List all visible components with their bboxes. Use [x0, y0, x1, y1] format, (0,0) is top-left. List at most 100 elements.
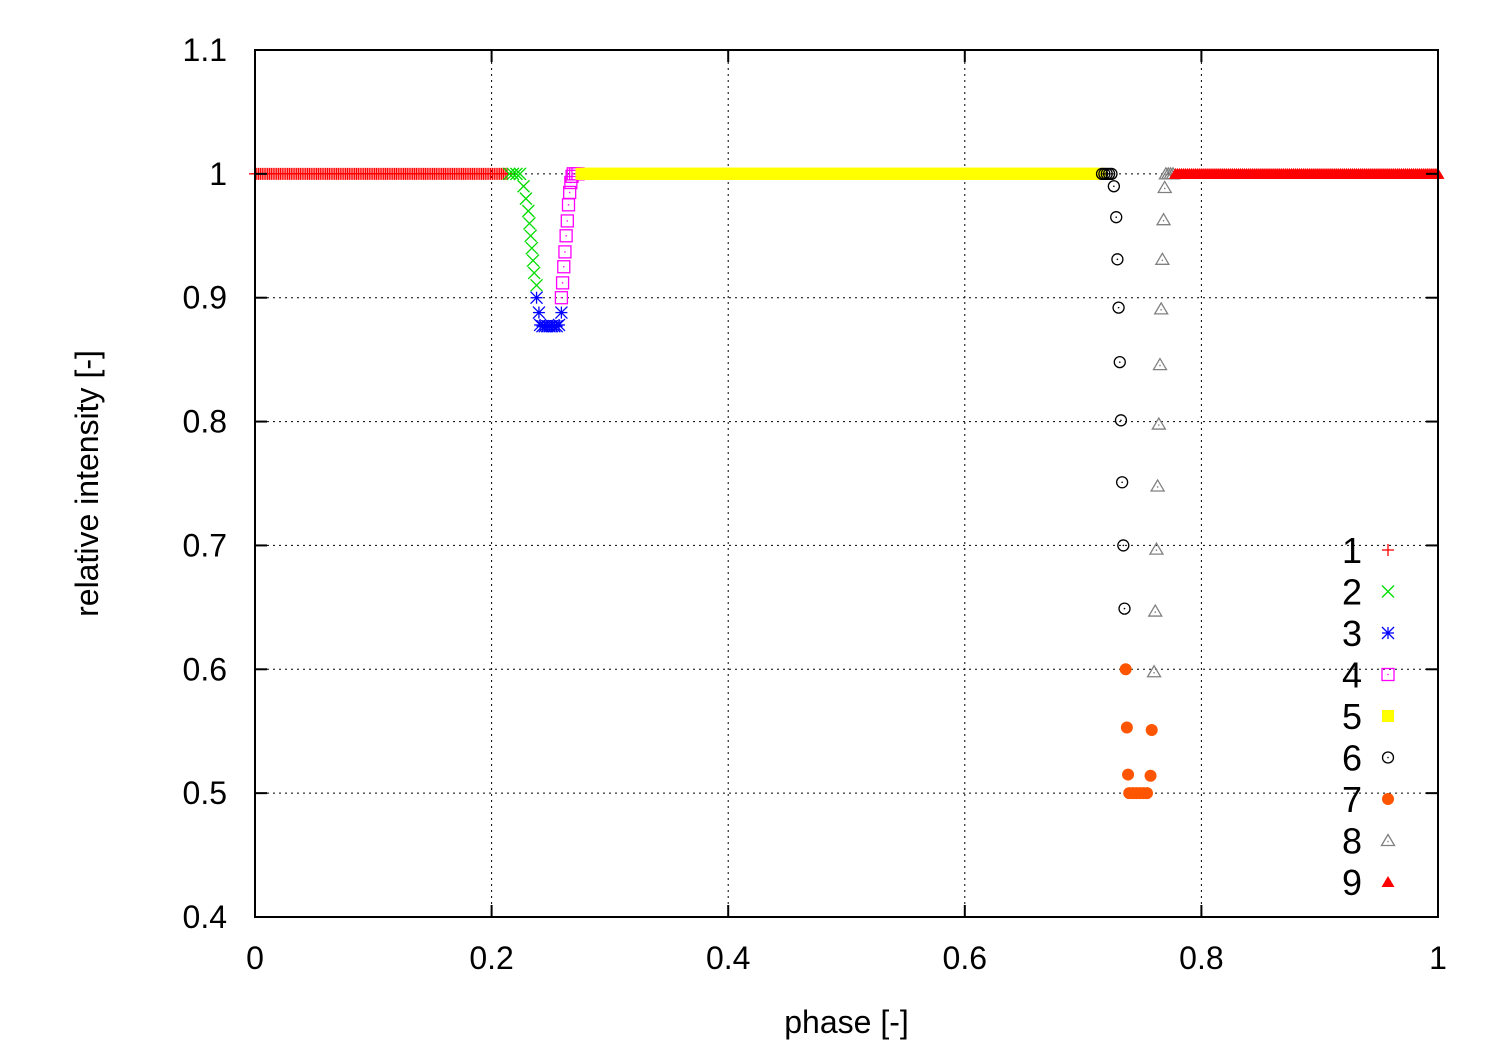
- data-point: [1148, 541, 1165, 555]
- data-point: [1114, 414, 1128, 427]
- x-tick-label: 1: [1429, 940, 1447, 976]
- data-points: [249, 166, 1445, 800]
- data-point: [1144, 769, 1157, 782]
- data-point: [561, 198, 576, 212]
- data-point: [559, 229, 573, 243]
- plot-frame: [254, 49, 1439, 918]
- grid-lines: [255, 50, 1438, 917]
- x-tick-label: 0: [246, 940, 264, 976]
- x-tick-label: 0.2: [469, 940, 513, 976]
- legend-label: 5: [1342, 696, 1362, 737]
- legend-marker: [1382, 544, 1394, 556]
- data-point: [1146, 664, 1162, 678]
- legend-item-2: 2: [1342, 572, 1395, 613]
- data-point: [1107, 180, 1121, 193]
- y-tick-label: 1: [209, 156, 227, 192]
- data-point: [552, 318, 566, 332]
- legend-marker: [1381, 626, 1395, 640]
- data-point: [500, 167, 513, 180]
- x-axis-title: phase [-]: [784, 1004, 909, 1040]
- series-5: [575, 167, 1106, 180]
- data-point: [522, 216, 536, 230]
- data-point: [1115, 476, 1129, 489]
- y-tick-label: 0.5: [183, 775, 227, 811]
- legend-marker: [1382, 710, 1394, 722]
- data-point: [1153, 301, 1169, 315]
- x-tick-label: 0.8: [1179, 940, 1223, 976]
- series-4: [554, 167, 585, 305]
- data-point: [530, 291, 544, 305]
- x-tick-label: 0.4: [706, 940, 750, 976]
- legend-item-9: 9: [1342, 862, 1395, 903]
- data-point: [1147, 603, 1163, 617]
- legend-item-6: 6: [1342, 738, 1395, 779]
- legend-label: 3: [1342, 613, 1362, 654]
- data-point: [513, 167, 527, 181]
- legend-marker: [1381, 667, 1395, 682]
- series-9: [1168, 167, 1445, 179]
- data-point: [1151, 416, 1167, 430]
- data-point: [557, 260, 571, 274]
- legend-item-8: 8: [1342, 821, 1396, 862]
- legend-label: 6: [1342, 738, 1362, 779]
- data-point: [530, 278, 544, 292]
- y-axis-title: relative intensity [-]: [69, 350, 105, 617]
- y-tick-label: 0.7: [183, 527, 227, 563]
- data-point: [554, 291, 569, 305]
- data-point: [1110, 211, 1123, 224]
- y-tick-label: 0.8: [183, 404, 227, 440]
- data-point: [525, 241, 539, 255]
- data-point: [524, 229, 538, 243]
- data-point: [1140, 787, 1153, 800]
- data-point: [1117, 539, 1130, 552]
- data-point: [526, 254, 540, 268]
- data-point: [1155, 212, 1172, 226]
- y-tick-label: 0.4: [183, 899, 227, 935]
- data-point: [554, 306, 568, 320]
- data-point: [1145, 723, 1158, 736]
- data-point: [532, 306, 546, 320]
- legend-item-7: 7: [1342, 779, 1394, 820]
- series-1: [249, 167, 513, 180]
- y-tick-label: 1.1: [183, 32, 227, 68]
- legend-item-1: 1: [1342, 530, 1394, 571]
- data-point: [558, 245, 572, 259]
- data-point: [1157, 180, 1173, 194]
- data-point: [1111, 253, 1124, 266]
- legend-label: 2: [1342, 572, 1362, 613]
- series-6: [1095, 167, 1131, 615]
- legend-item-4: 4: [1342, 655, 1395, 696]
- legend-marker: [1380, 833, 1396, 847]
- legend-marker: [1381, 585, 1395, 598]
- data-point: [1152, 357, 1168, 371]
- data-point: [1112, 301, 1125, 314]
- series-7: [1119, 663, 1158, 800]
- series-3: [530, 291, 568, 333]
- data-point: [519, 192, 533, 206]
- axis-ticks: 0 0.2 0.4 0.6 0.8 1 0.4 0.5 0.6 0.7 0.8 0.9 1 1.1: [183, 32, 1447, 976]
- data-point: [517, 179, 531, 193]
- series-2: [502, 167, 544, 292]
- legend-label: 1: [1342, 530, 1362, 571]
- data-point: [1122, 768, 1135, 781]
- data-point: [527, 266, 541, 280]
- y-tick-label: 0.9: [183, 280, 227, 316]
- legend-label: 7: [1342, 779, 1362, 820]
- data-point: [560, 214, 574, 228]
- data-point: [563, 185, 577, 200]
- data-point: [1113, 355, 1126, 369]
- data-point: [1154, 252, 1171, 265]
- data-point: [1118, 602, 1131, 615]
- legend-label: 4: [1342, 655, 1362, 696]
- data-point: [1105, 167, 1118, 181]
- data-point: [521, 204, 535, 218]
- legend-marker: [1382, 793, 1394, 805]
- data-point: [555, 276, 570, 290]
- legend-label: 8: [1342, 821, 1362, 862]
- series-8: [1146, 166, 1181, 678]
- data-point: [1120, 721, 1133, 734]
- legend-item-5: 5: [1342, 696, 1394, 737]
- data-point: [509, 167, 523, 181]
